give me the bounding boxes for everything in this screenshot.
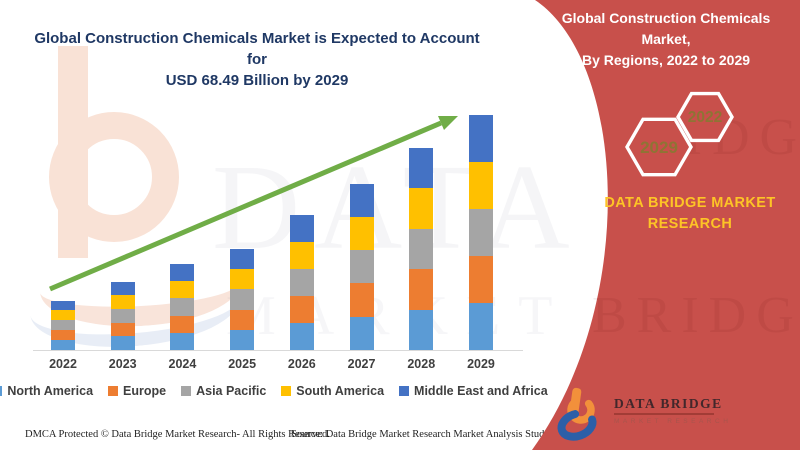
chart-title: Global Construction Chemicals Market is …: [28, 28, 486, 91]
legend-label: North America: [7, 384, 94, 398]
panel-title-line1: Global Construction Chemicals Market,: [561, 10, 771, 47]
brand-name: DATA BRIDGE MARKET RESEARCH: [558, 193, 800, 235]
x-axis-label-2028: 2028: [407, 357, 436, 371]
bar-segment-north-america: [110, 336, 135, 350]
legend-label: Europe: [123, 384, 167, 398]
bar-segment-south-america: [409, 188, 434, 229]
legend-label: South America: [296, 384, 385, 398]
legend-swatch-icon: [108, 386, 119, 396]
logo-rule: [614, 413, 714, 415]
bar-segment-europe: [230, 309, 255, 330]
bar-segment-middle-east-and-africa: [409, 147, 434, 188]
hexagon-badges: 2022 2029: [625, 91, 734, 177]
bar-segment-middle-east-and-africa: [468, 115, 493, 162]
legend-swatch-icon: [0, 386, 3, 396]
bar-segment-asia-pacific: [349, 250, 374, 284]
legend-swatch-icon: [281, 386, 292, 396]
panel-title: Global Construction Chemicals Market, By…: [536, 8, 796, 71]
bar-segment-europe: [409, 269, 434, 310]
data-bridge-logo-icon: [557, 387, 597, 441]
bar-segment-asia-pacific: [170, 298, 195, 316]
bar-segment-middle-east-and-africa: [230, 249, 255, 270]
x-axis-line: [33, 350, 523, 351]
bar-segment-middle-east-and-africa: [170, 264, 195, 282]
bar-segment-north-america: [409, 309, 434, 350]
bar-2026: [289, 214, 314, 350]
x-axis-label-2022: 2022: [49, 357, 77, 371]
footer-dmca-text: DMCA Protected © Data Bridge Market Rese…: [25, 429, 330, 440]
x-axis-label-2023: 2023: [108, 357, 137, 371]
panel-title-line2: By Regions, 2022 to 2029: [581, 52, 751, 68]
hexagon-2029-label: 2029: [640, 138, 678, 157]
bar-segment-middle-east-and-africa: [110, 281, 135, 296]
logo-name: DATA BRIDGE: [614, 396, 723, 411]
bar-segment-asia-pacific: [409, 228, 434, 269]
chart-title-line1: Global Construction Chemicals Market is …: [34, 30, 480, 68]
bar-segment-europe: [170, 315, 195, 333]
footer-source-text: Source: Data Bridge Market Research Mark…: [291, 429, 574, 440]
bar-2023: [110, 281, 135, 350]
red-watermark-line2: BRIDGE: [592, 287, 800, 344]
bar-segment-north-america: [289, 322, 314, 350]
bar-segment-asia-pacific: [51, 320, 75, 331]
legend-item-asia-pacific: Asia Pacific: [181, 384, 266, 398]
brand-name-line2: RESEARCH: [647, 216, 733, 232]
data-bridge-logo: DATA BRIDGE MARKET RESEARCH: [552, 386, 731, 442]
legend-item-north-america: North America: [0, 384, 93, 398]
bar-segment-europe: [289, 295, 314, 323]
bar-segment-south-america: [468, 162, 493, 209]
bar-segment-asia-pacific: [289, 268, 314, 296]
x-axis-label-2026: 2026: [287, 357, 316, 371]
bar-segment-north-america: [468, 303, 493, 350]
legend-label: Asia Pacific: [196, 384, 267, 398]
bar-segment-asia-pacific: [230, 289, 255, 310]
bar-segment-europe: [51, 330, 75, 341]
x-axis-label-2027: 2027: [347, 357, 376, 371]
bar-2022: [51, 300, 75, 350]
logo-subtitle: MARKET RESEARCH: [614, 417, 732, 425]
legend-swatch-icon: [181, 386, 192, 396]
bar-segment-north-america: [349, 316, 374, 350]
bar-2025: [230, 249, 255, 350]
bar-2029: [468, 115, 493, 350]
hexagon-2022-label: 2022: [688, 109, 722, 126]
legend-swatch-icon: [399, 386, 410, 396]
legend-label: Middle East and Africa: [414, 384, 548, 398]
bar-segment-north-america: [170, 332, 195, 350]
bar-segment-south-america: [51, 310, 75, 321]
bar-segment-europe: [110, 322, 135, 337]
x-axis-label-2025: 2025: [228, 357, 257, 371]
bar-segment-middle-east-and-africa: [289, 214, 314, 242]
x-axis-label-2029: 2029: [467, 357, 495, 371]
bar-segment-south-america: [230, 269, 255, 290]
bar-segment-europe: [349, 283, 374, 317]
bar-segment-south-america: [110, 295, 135, 309]
chart-legend: North America Europe Asia Pacific South Ame…: [0, 384, 548, 398]
bar-segment-north-america: [51, 340, 75, 350]
bar-2024: [170, 264, 195, 350]
bar-segment-middle-east-and-africa: [51, 300, 75, 311]
bar-segment-south-america: [170, 281, 195, 299]
legend-item-south-america: South America: [281, 384, 384, 398]
bar-segment-north-america: [230, 329, 255, 350]
data-bridge-logo-text: DATA BRIDGE MARKET RESEARCH: [614, 386, 731, 425]
bar-segment-asia-pacific: [110, 308, 135, 323]
b-watermark-ring-icon: [49, 112, 179, 242]
chart-title-line2: USD 68.49 Billion by 2029: [165, 72, 349, 89]
x-axis-label-2024: 2024: [168, 357, 197, 371]
bar-2027: [349, 183, 374, 350]
bar-segment-middle-east-and-africa: [349, 183, 374, 217]
bar-2028: [409, 147, 434, 350]
legend-item-europe: Europe: [108, 384, 166, 398]
bar-segment-south-america: [349, 216, 374, 251]
brand-name-line1: DATA BRIDGE MARKET: [604, 195, 776, 211]
bar-segment-europe: [468, 256, 493, 303]
legend-item-middle-east-and-africa: Middle East and Africa: [399, 384, 548, 398]
bar-segment-asia-pacific: [468, 209, 493, 256]
bar-segment-south-america: [289, 241, 314, 269]
